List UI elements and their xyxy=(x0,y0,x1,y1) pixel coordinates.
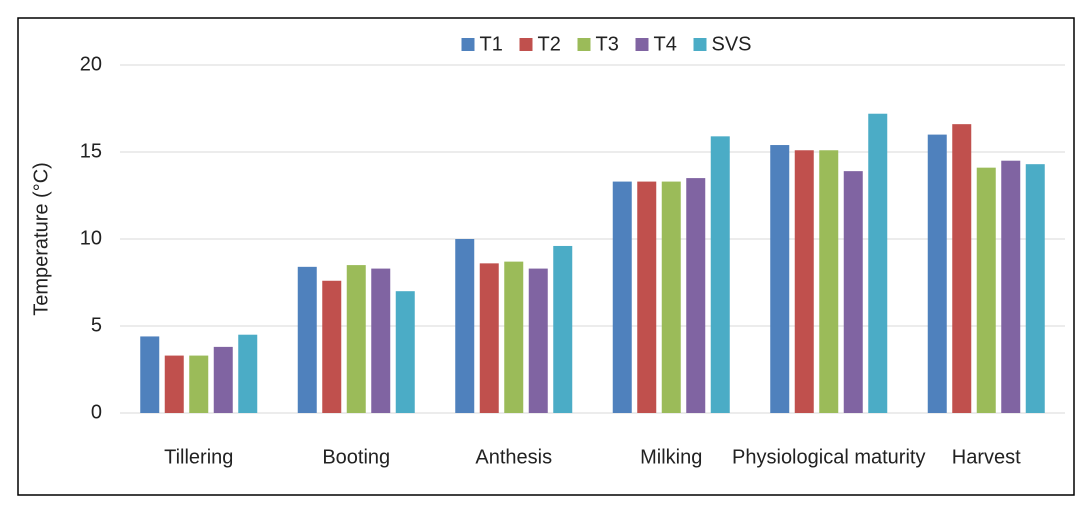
bar xyxy=(819,150,839,413)
y-tick-label: 10 xyxy=(80,227,102,249)
y-tick-label: 5 xyxy=(91,314,102,336)
bar xyxy=(661,181,681,413)
bar xyxy=(637,181,657,413)
bar xyxy=(843,171,863,413)
x-tick-label: Booting xyxy=(322,446,390,468)
legend-label: T1 xyxy=(480,33,503,55)
chart-border xyxy=(17,17,1075,496)
bar xyxy=(140,336,160,413)
bar xyxy=(455,239,475,413)
bar xyxy=(952,124,972,413)
bar xyxy=(238,334,258,413)
y-tick-label: 15 xyxy=(80,140,102,162)
bar xyxy=(927,134,947,413)
y-axis-label: Temperature (°C) xyxy=(30,162,52,316)
bar xyxy=(164,355,184,413)
x-tick-label: Physiological maturity xyxy=(732,446,925,468)
bar xyxy=(504,261,524,413)
legend-label: T3 xyxy=(596,33,619,55)
bar xyxy=(686,178,706,413)
bar xyxy=(479,263,499,413)
x-tick-label: Tillering xyxy=(164,446,233,468)
legend-label: SVS xyxy=(712,33,752,55)
bar xyxy=(322,280,342,413)
legend-label: T2 xyxy=(538,33,561,55)
bar xyxy=(553,245,573,413)
legend-swatch xyxy=(693,38,707,51)
x-tick-label: Milking xyxy=(640,446,702,468)
bar xyxy=(346,265,366,413)
bar xyxy=(371,268,391,413)
bar xyxy=(528,268,548,413)
bar xyxy=(868,113,888,413)
bar xyxy=(213,346,233,413)
bar xyxy=(976,167,996,413)
bar xyxy=(794,150,814,413)
bar xyxy=(1001,160,1021,413)
legend-swatch xyxy=(519,38,533,51)
bar xyxy=(612,181,632,413)
legend-swatch xyxy=(461,38,475,51)
bar xyxy=(710,136,730,413)
x-tick-label: Harvest xyxy=(952,446,1021,468)
y-tick-label: 0 xyxy=(91,401,102,423)
bar xyxy=(297,266,317,413)
bar xyxy=(189,355,209,413)
legend-swatch xyxy=(635,38,649,51)
legend-label: T4 xyxy=(654,33,677,55)
legend-swatch xyxy=(577,38,591,51)
bar xyxy=(1025,164,1045,413)
x-tick-label: Anthesis xyxy=(475,446,552,468)
bar xyxy=(770,145,790,414)
bar xyxy=(395,291,415,413)
y-tick-label: 20 xyxy=(80,53,102,75)
